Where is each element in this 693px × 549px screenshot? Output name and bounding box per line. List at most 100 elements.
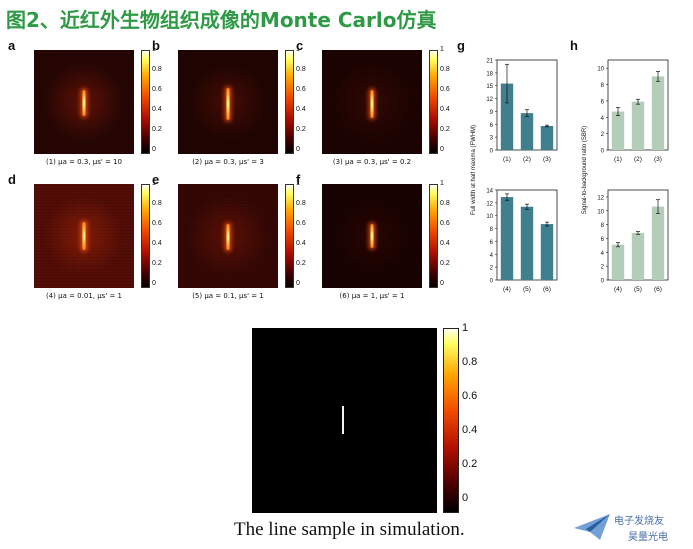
panel-caption-b: (2) μa = 0.3, μs' = 3 bbox=[192, 158, 264, 166]
colorbar-tick: 1 bbox=[440, 46, 444, 53]
y-tick-label: 6 bbox=[601, 237, 605, 243]
colorbar-tick: 0.2 bbox=[440, 126, 450, 133]
colorbar-tick: 0.4 bbox=[152, 106, 162, 113]
y-tick-label: 6 bbox=[490, 123, 494, 129]
y-tick-label: 6 bbox=[601, 99, 605, 105]
line-sample-image bbox=[252, 328, 437, 513]
x-tick-label: (6) bbox=[654, 286, 662, 293]
colorbar-b bbox=[285, 50, 294, 154]
y-tick-label: 8 bbox=[601, 83, 605, 89]
panel-image-f bbox=[322, 184, 422, 288]
colorbar-tick: 1 bbox=[152, 46, 156, 53]
x-tick-label: (4) bbox=[503, 286, 511, 293]
colorbar-tick: 0.2 bbox=[440, 260, 450, 267]
colorbar-tick: 0.2 bbox=[152, 260, 162, 267]
colorbar-tick: 0.8 bbox=[440, 66, 450, 73]
colorbar-tick: 0.6 bbox=[296, 86, 306, 93]
y-axis-label: Signal-to-background ratio (SBR) bbox=[582, 126, 588, 214]
x-tick-label: (1) bbox=[614, 156, 622, 163]
colorbar-tick: 0.4 bbox=[440, 240, 450, 247]
bar-charts: 0 3 6 9 12 15 18 21 (1) (2) (3) Full width at half … bbox=[471, 59, 669, 293]
colorbar-tick: 0.8 bbox=[152, 200, 162, 207]
bottom-colorbar-tick: 0.6 bbox=[462, 390, 478, 402]
bottom-colorbar-tick: 0 bbox=[462, 492, 469, 504]
watermark-text-2: 昊量光电 bbox=[628, 532, 668, 543]
colorbar-tick: 0.2 bbox=[296, 126, 306, 133]
bar bbox=[631, 232, 645, 280]
colorbar-tick: 0.6 bbox=[296, 220, 306, 227]
panel-letter-b: b bbox=[152, 38, 160, 53]
colorbar-d bbox=[141, 184, 150, 288]
panel-image-d bbox=[34, 184, 134, 288]
bottom-colorbar-tick: 1 bbox=[462, 322, 469, 334]
panel-caption-c: (3) μa = 0.3, μs' = 0.2 bbox=[332, 158, 412, 166]
panel-image-b bbox=[178, 50, 278, 154]
panel-letter-e: e bbox=[152, 172, 160, 187]
panel-letter-d: d bbox=[8, 172, 16, 187]
colorbar-tick: 0.8 bbox=[296, 200, 306, 207]
colorbar-c bbox=[429, 50, 438, 154]
y-tick-label: 14 bbox=[486, 189, 493, 195]
panel-caption-a: (1) μa = 0.3, μs' = 10 bbox=[45, 158, 123, 166]
bar bbox=[611, 111, 625, 150]
y-tick-label: 6 bbox=[490, 240, 494, 246]
x-tick-label: (5) bbox=[634, 286, 642, 293]
y-tick-label: 8 bbox=[601, 223, 605, 229]
colorbar-tick: 0 bbox=[440, 146, 444, 153]
line-sample-streak bbox=[342, 406, 344, 434]
colorbar-tick: 1 bbox=[296, 180, 300, 187]
colorbar-tick: 0.6 bbox=[152, 220, 162, 227]
bright-streak bbox=[226, 88, 230, 120]
colorbar-f bbox=[429, 184, 438, 288]
bar bbox=[520, 206, 534, 280]
bottom-colorbar bbox=[443, 328, 459, 513]
bright-streak bbox=[82, 90, 86, 116]
colorbar-tick: 1 bbox=[296, 46, 300, 53]
panel-letter-c: c bbox=[296, 38, 304, 53]
bottom-colorbar-tick: 0.4 bbox=[462, 424, 478, 436]
colorbar-tick: 0.4 bbox=[296, 240, 306, 247]
x-tick-label: (2) bbox=[523, 156, 531, 163]
y-tick-label: 4 bbox=[601, 251, 605, 257]
bright-streak bbox=[226, 224, 230, 250]
colorbar-a bbox=[141, 50, 150, 154]
y-tick-label: 15 bbox=[486, 84, 493, 90]
bright-streak bbox=[370, 224, 374, 248]
colorbar-tick: 0.4 bbox=[296, 106, 306, 113]
colorbar-tick: 0 bbox=[296, 280, 300, 287]
colorbar-tick: 0.4 bbox=[440, 106, 450, 113]
colorbar-tick: 0.8 bbox=[296, 66, 306, 73]
bar bbox=[520, 113, 534, 150]
y-tick-label: 10 bbox=[597, 67, 604, 73]
bottom-colorbar-tick: 0.8 bbox=[462, 356, 478, 368]
panel-letter-g: g bbox=[457, 38, 465, 53]
panel-caption-f: (6) μa = 1, μs' = 1 bbox=[339, 292, 405, 300]
x-tick-label: (3) bbox=[543, 156, 551, 163]
bottom-caption: The line sample in simulation. bbox=[234, 519, 465, 540]
panel-image-c bbox=[322, 50, 422, 154]
watermark-logo: 电子发烧友 昊量光电 bbox=[572, 508, 690, 546]
panel-letter-f: f bbox=[296, 172, 301, 187]
y-tick-label: 10 bbox=[486, 214, 493, 220]
y-tick-label: 3 bbox=[490, 136, 494, 142]
bar bbox=[651, 206, 665, 280]
colorbar-tick: 0.6 bbox=[440, 220, 450, 227]
bar bbox=[540, 126, 554, 150]
bar bbox=[500, 83, 514, 150]
watermark-text-1: 电子发烧友 bbox=[614, 516, 664, 527]
colorbar-tick: 1 bbox=[152, 180, 156, 187]
colorbar-tick: 0 bbox=[152, 146, 156, 153]
colorbar-tick: 0 bbox=[296, 146, 300, 153]
y-tick-label: 0 bbox=[490, 279, 494, 285]
bar bbox=[651, 76, 665, 150]
x-tick-label: (1) bbox=[503, 156, 511, 163]
x-tick-label: (6) bbox=[543, 286, 551, 293]
colorbar-tick: 0 bbox=[440, 280, 444, 287]
x-tick-label: (2) bbox=[634, 156, 642, 163]
y-tick-label: 12 bbox=[486, 97, 493, 103]
y-tick-label: 12 bbox=[486, 201, 493, 207]
bright-streak bbox=[370, 90, 374, 118]
colorbar-tick: 0.6 bbox=[152, 86, 162, 93]
colorbar-tick: 1 bbox=[440, 180, 444, 187]
bright-streak bbox=[82, 222, 86, 250]
